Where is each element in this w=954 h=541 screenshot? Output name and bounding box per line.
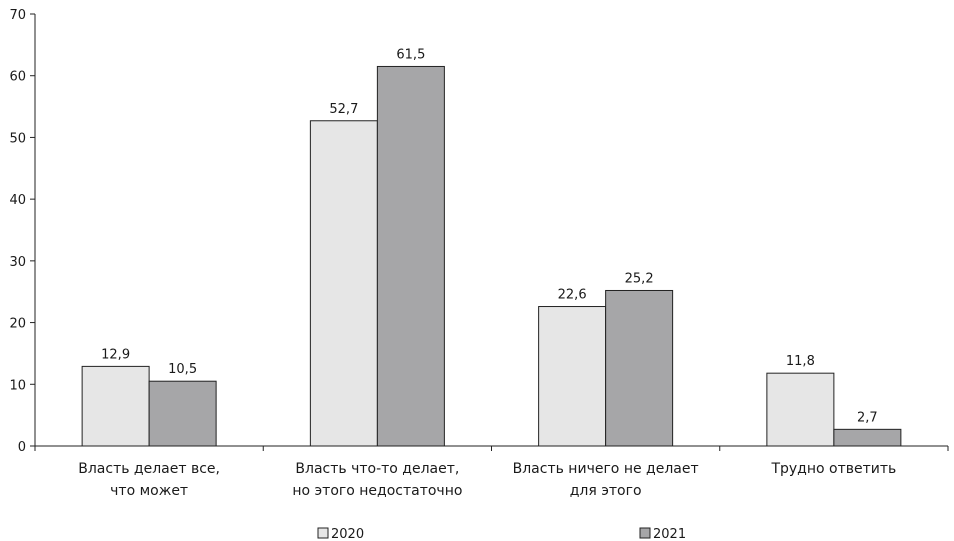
bar-2021 xyxy=(833,428,902,447)
bar-2020 xyxy=(81,365,150,447)
y-tick-label: 70 xyxy=(9,8,26,23)
data-label: 11,8 xyxy=(786,354,815,369)
data-label: 10,5 xyxy=(168,362,197,377)
category-label: Трудно ответить xyxy=(770,461,896,477)
bar-2020 xyxy=(309,120,378,447)
legend-label: 2020 xyxy=(331,527,364,541)
category-label: Власть ничего не делает xyxy=(513,461,699,477)
data-label: 61,5 xyxy=(396,47,425,62)
bar-2020 xyxy=(538,306,607,447)
data-label: 25,2 xyxy=(625,271,654,286)
bars xyxy=(81,65,902,447)
bar-2021 xyxy=(148,380,217,447)
y-tick-label: 50 xyxy=(9,131,26,146)
category-label: для этого xyxy=(570,483,642,499)
bar-2021 xyxy=(376,65,445,447)
legend-swatch-2020 xyxy=(317,527,329,539)
y-tick-label: 60 xyxy=(9,70,26,85)
y-tick-label: 0 xyxy=(18,440,26,455)
category-label: но этого недостаточно xyxy=(292,483,462,499)
category-label: Власть что-то делает, xyxy=(295,461,459,477)
y-tick-label: 20 xyxy=(9,317,26,332)
legend-label: 2021 xyxy=(653,527,686,541)
category-label: что может xyxy=(110,483,188,499)
x-axis: Власть делает все, что может Власть что-то… xyxy=(34,445,949,499)
legend-swatch-2021 xyxy=(639,527,651,539)
bar-2021 xyxy=(605,289,674,447)
bar-2020 xyxy=(766,372,835,447)
y-tick-label: 40 xyxy=(9,193,26,208)
category-label: Власть делает все, xyxy=(78,461,220,477)
data-label: 12,9 xyxy=(101,347,130,362)
data-label: 2,7 xyxy=(857,410,878,425)
data-labels: 12,9 10,5 52,7 61,5 22,6 25,2 11,8 2,7 xyxy=(101,47,878,425)
y-tick-label: 10 xyxy=(9,378,26,393)
legend: 2020 2021 xyxy=(317,527,686,541)
y-axis: 0 10 20 30 40 50 60 70 xyxy=(9,8,36,455)
data-label: 52,7 xyxy=(329,102,358,117)
y-tick-label: 30 xyxy=(9,255,26,270)
data-label: 22,6 xyxy=(558,288,587,303)
